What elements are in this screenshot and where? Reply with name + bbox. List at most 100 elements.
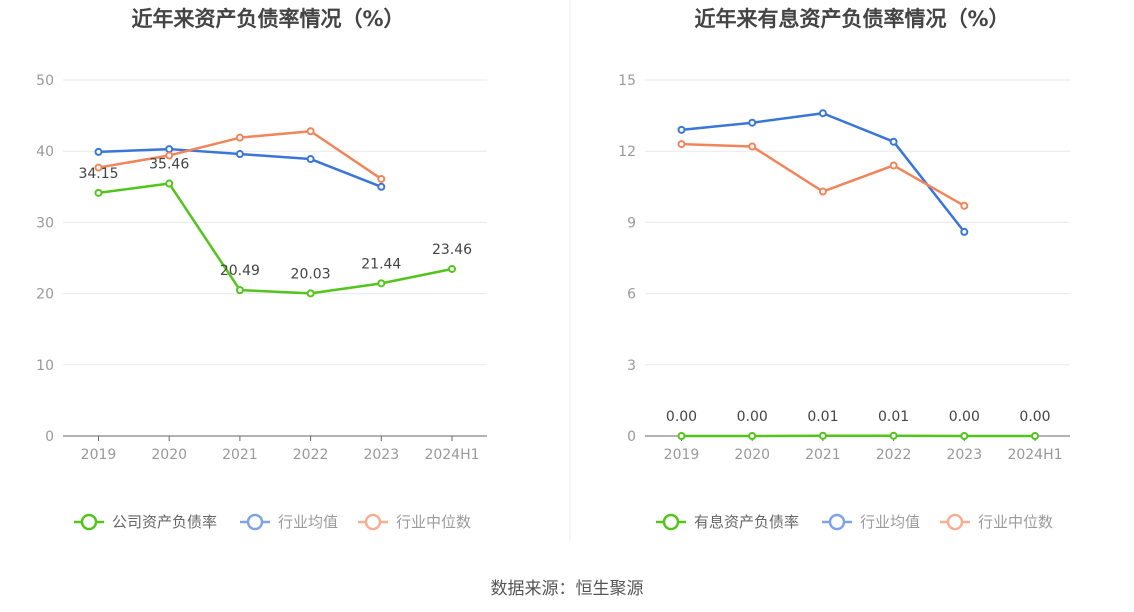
data-label: 0.01 (807, 409, 838, 425)
x-tick-label: 2022 (293, 447, 329, 463)
data-point[interactable] (1031, 432, 1039, 440)
x-tick-label: 2022 (876, 447, 912, 463)
data-label: 20.49 (220, 263, 260, 279)
data-point[interactable] (818, 109, 827, 118)
legend-marker (828, 513, 846, 531)
data-point[interactable] (165, 179, 174, 188)
data-point[interactable] (235, 286, 244, 295)
legend-label: 行业均值 (278, 513, 338, 531)
data-label: 0.00 (666, 409, 697, 425)
data-point[interactable] (165, 145, 174, 154)
x-tick-label: 2020 (151, 447, 187, 463)
y-tick-label: 20 (36, 287, 54, 303)
data-point[interactable] (889, 431, 898, 440)
data-label: 35.46 (149, 157, 189, 173)
data-point[interactable] (94, 163, 103, 172)
legend-label: 有息资产负债率 (694, 513, 799, 531)
y-tick-label: 0 (627, 429, 636, 445)
data-point[interactable] (677, 432, 686, 440)
data-label: 0.01 (878, 409, 909, 425)
chart-2: 近年来有息资产负债率情况（%） 0 3 6 9 12 15 2019 2020 2021 2022 2… (618, 7, 1070, 531)
y-tick-label: 6 (627, 287, 636, 303)
data-point[interactable] (960, 432, 969, 440)
legend-item-industry_median[interactable]: 行业中位数 (358, 513, 471, 531)
data-point[interactable] (377, 182, 386, 191)
data-label: 0.00 (737, 409, 768, 425)
legend-marker (946, 513, 964, 531)
data-label: 0.00 (949, 409, 980, 425)
data-point[interactable] (748, 118, 757, 127)
y-tick-label: 40 (36, 144, 54, 160)
y-tick-label: 30 (36, 215, 54, 231)
y-tick-label: 0 (45, 429, 54, 445)
data-point[interactable] (677, 125, 686, 134)
data-point[interactable] (748, 432, 757, 440)
x-tick-label: 2024H1 (1007, 447, 1062, 463)
y-tick-label: 3 (627, 358, 636, 374)
legend-marker (80, 513, 98, 531)
x-tick-label: 2024H1 (424, 447, 479, 463)
series-line (98, 182, 453, 295)
data-point[interactable] (960, 227, 969, 236)
legend-marker (246, 513, 264, 531)
legend-label: 行业中位数 (396, 513, 471, 531)
data-point[interactable] (306, 289, 315, 298)
x-tick-label: 2023 (946, 447, 982, 463)
data-label: 34.15 (78, 166, 118, 182)
legend-label: 行业中位数 (978, 513, 1053, 531)
data-point[interactable] (889, 137, 898, 146)
data-label: 21.44 (361, 256, 401, 272)
x-tick-label: 2021 (222, 447, 258, 463)
legend-item-company[interactable]: 有息资产负债率 (656, 513, 799, 531)
legend-marker (364, 513, 382, 531)
chart-title: 近年来有息资产负债率情况（%） (694, 7, 1009, 31)
data-point[interactable] (818, 431, 827, 440)
data-point[interactable] (165, 151, 174, 160)
legend-label: 行业均值 (860, 513, 920, 531)
data-point[interactable] (235, 150, 244, 159)
data-label: 0.00 (1019, 409, 1050, 425)
data-point[interactable] (677, 140, 686, 149)
data-point[interactable] (889, 161, 898, 170)
legend-label: 公司资产负债率 (112, 513, 217, 531)
series-company: 0.00 0.00 0.01 0.01 0.00 0.00 (666, 409, 1051, 440)
series-company: 34.15 35.46 20.49 20.03 21.44 23.46 (78, 157, 472, 298)
y-tick-label: 10 (36, 358, 54, 374)
data-point[interactable] (94, 188, 103, 197)
x-tick-label: 2021 (805, 447, 841, 463)
data-source-text: 数据来源：恒生聚源 (490, 579, 644, 599)
data-point[interactable] (306, 155, 315, 164)
data-point[interactable] (235, 133, 244, 142)
x-tick-label: 2023 (363, 447, 399, 463)
series-industry_median (677, 140, 969, 210)
legend-item-company[interactable]: 公司资产负债率 (74, 513, 217, 531)
data-label: 20.03 (291, 266, 331, 282)
x-tick-label: 2020 (734, 447, 770, 463)
y-tick-label: 15 (618, 73, 636, 89)
data-point[interactable] (377, 279, 386, 288)
data-point[interactable] (818, 187, 827, 196)
series-line (681, 111, 966, 233)
legend-item-industry_median[interactable]: 行业中位数 (940, 513, 1053, 531)
data-point[interactable] (960, 201, 969, 210)
series-industry_avg (94, 145, 386, 191)
x-tick-label: 2019 (81, 447, 117, 463)
chart-title: 近年来资产负债率情况（%） (131, 7, 404, 31)
data-point[interactable] (94, 147, 103, 156)
series-industry_avg (677, 109, 969, 236)
legend-item-industry_avg[interactable]: 行业均值 (822, 513, 920, 531)
y-tick-label: 9 (627, 215, 636, 231)
legend-item-industry_avg[interactable]: 行业均值 (240, 513, 338, 531)
legend-marker (662, 513, 680, 531)
series-industry_median (94, 127, 386, 183)
x-tick-label: 2019 (664, 447, 700, 463)
data-label: 23.46 (432, 242, 472, 258)
data-point[interactable] (748, 142, 757, 151)
data-point[interactable] (306, 127, 315, 136)
chart-1: 近年来资产负债率情况（%） 0 10 20 30 40 50 2019 2020 2021 2022… (36, 7, 487, 531)
data-point[interactable] (448, 264, 456, 273)
y-tick-label: 12 (618, 144, 636, 160)
data-point[interactable] (377, 174, 386, 183)
y-tick-label: 50 (36, 73, 54, 89)
